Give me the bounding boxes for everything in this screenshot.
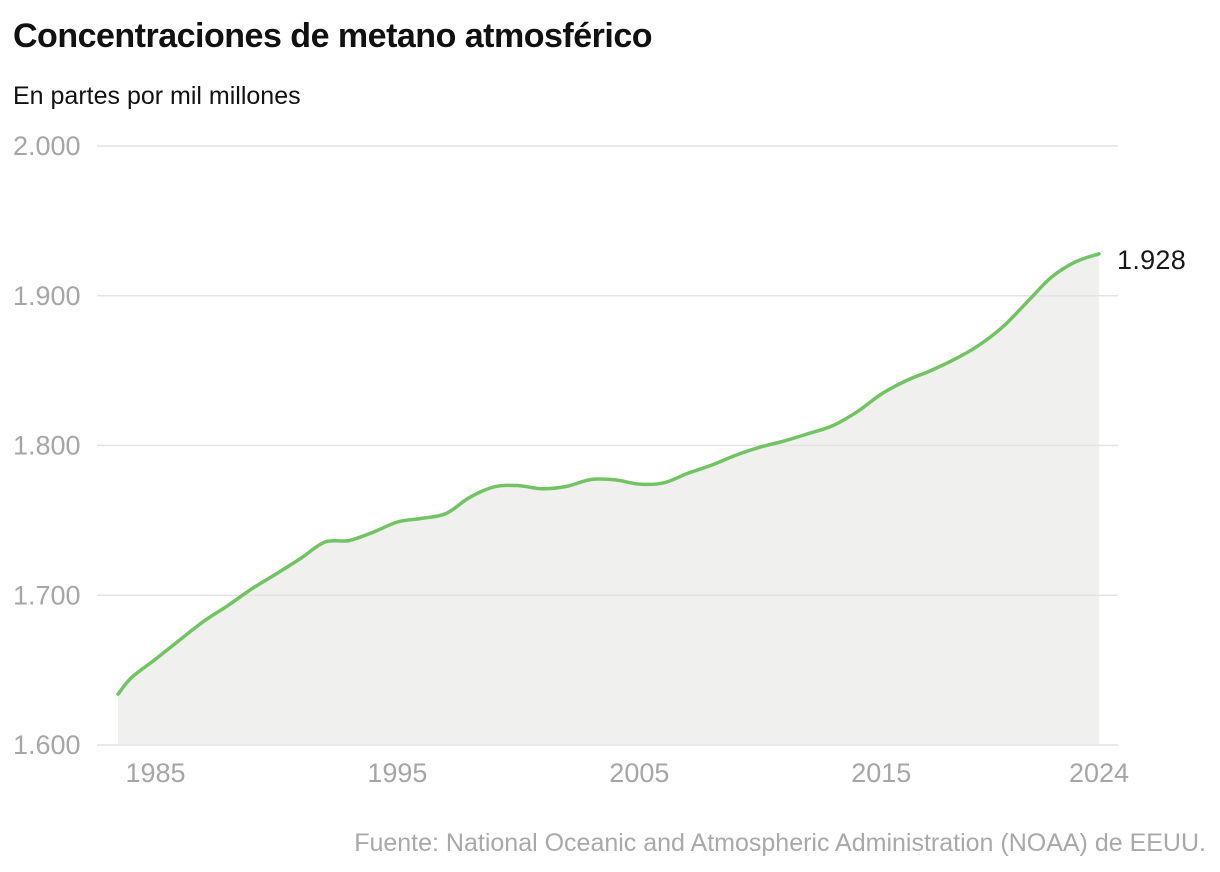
x-axis-label-2024: 2024 — [1069, 758, 1129, 788]
methane-line — [116, 252, 1101, 696]
latest-value-label: 1.928 — [1117, 245, 1187, 275]
x-axis-label-2005: 2005 — [609, 758, 669, 788]
chart-title: Concentraciones de metano atmosférico — [13, 17, 653, 55]
y-axis-label-1800: 1.800 — [13, 431, 81, 461]
x-axis-label-1985: 1985 — [125, 758, 185, 788]
methane-area-chart: 2.000 1.900 1.800 1.700 1.600 1985 1995 2005 201… — [13, 131, 1129, 788]
chart-subtitle: En partes por mil millones — [13, 82, 301, 110]
y-axis-label-1600: 1.600 — [13, 730, 81, 760]
y-axis-label-2000: 2.000 — [13, 131, 81, 161]
x-axis-label-2015: 2015 — [851, 758, 911, 788]
area-fill — [118, 253, 1099, 746]
source-credit: Fuente: National Oceanic and Atmospheric… — [354, 829, 1206, 857]
x-axis-label-1995: 1995 — [367, 758, 427, 788]
y-axis-label-1900: 1.900 — [13, 281, 81, 311]
y-axis-label-1700: 1.700 — [13, 580, 81, 610]
